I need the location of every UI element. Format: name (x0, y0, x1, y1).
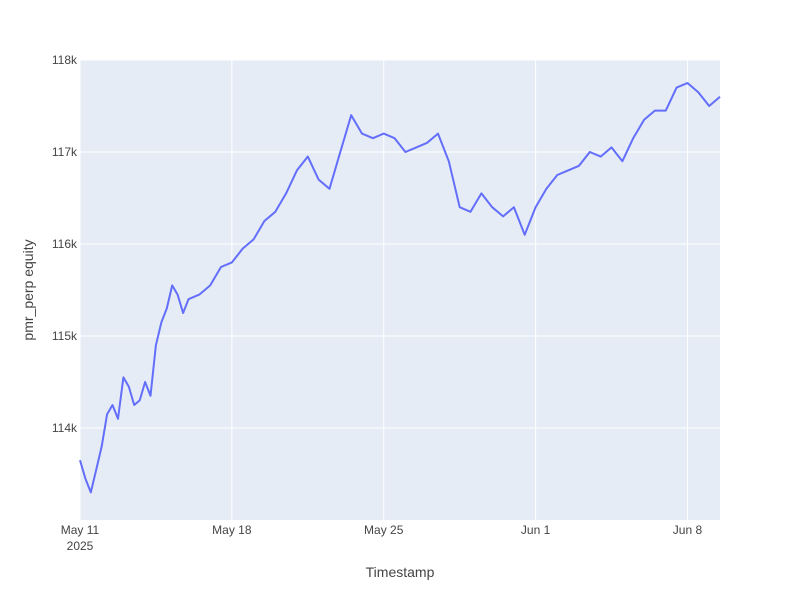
x-tick-label: Jun 1 (521, 523, 551, 537)
y-tick-label: 114k (52, 421, 78, 435)
y-tick-label: 118k (52, 53, 78, 67)
y-tick-label: 117k (52, 145, 78, 159)
x-tick-label: May 18 (212, 523, 252, 537)
x-tick-label: May 25 (364, 523, 404, 537)
equity-line (79, 82, 721, 494)
x-axis-ticks: May 11 2025 May 18 May 25 Jun 1 Jun 8 (61, 523, 703, 553)
y-axis-ticks: 114k 115k 116k 117k 118k (52, 53, 78, 435)
y-tick-label: 116k (52, 237, 78, 251)
x-axis-title: Timestamp (366, 564, 435, 580)
y-tick-label: 115k (52, 329, 78, 343)
series-layer (79, 82, 721, 494)
plot-background (80, 60, 720, 520)
gridlines (79, 59, 720, 520)
x-tick-label: Jun 8 (673, 523, 703, 537)
x-tick-sublabel: 2025 (67, 539, 94, 553)
x-tick-label: May 11 (61, 523, 100, 537)
y-axis-title: pmr_perp equity (20, 239, 36, 340)
